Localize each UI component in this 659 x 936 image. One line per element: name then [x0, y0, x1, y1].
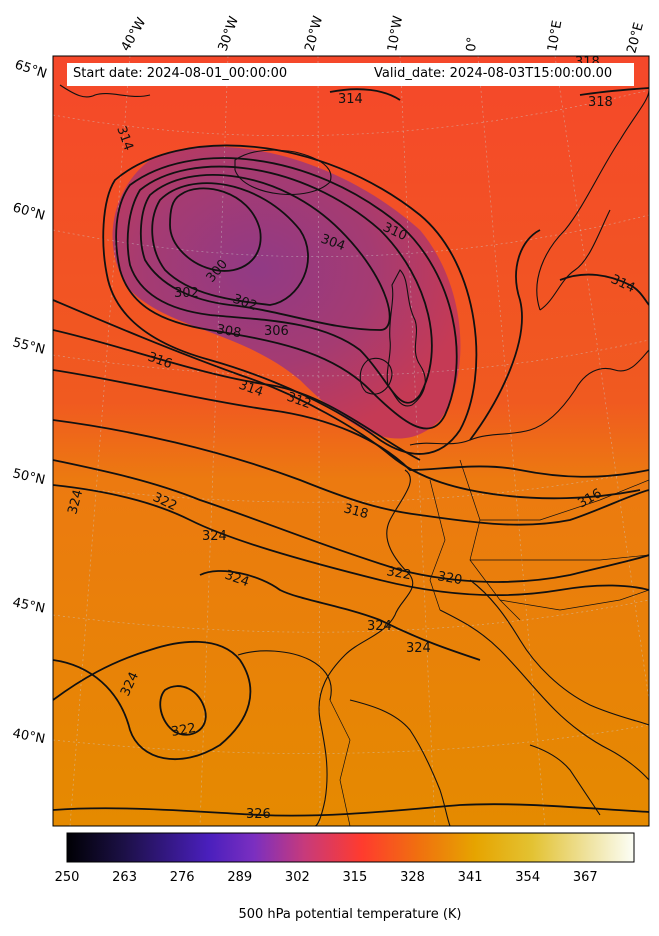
contour-320	[53, 459, 649, 583]
colorbar-tick-label: 263	[112, 870, 137, 885]
contour-304	[140, 173, 391, 331]
iberia-north-coast	[237, 650, 332, 701]
contour-314-east	[559, 273, 649, 306]
longitude-labels: 40°W 30°W 20°W 10°W 0° 10°E 20°E	[118, 14, 646, 55]
contour-322	[53, 484, 649, 597]
colorbar-label: 500 hPa potential temperature (K)	[238, 907, 462, 922]
africa-coast	[529, 744, 601, 816]
contour-326	[53, 803, 649, 817]
lat-label-45n: 45°N	[11, 595, 46, 616]
contour-306	[126, 165, 433, 404]
colorbar-ticks: 250 263 276 289 302 315 328 341 354 367	[0, 870, 659, 890]
valid-date-label: Valid_date: 2024-08-03T15:00:00.00	[374, 66, 613, 81]
contour-label: 302	[174, 286, 199, 301]
contour-308	[115, 157, 458, 430]
adriatic-coast	[469, 579, 649, 726]
lon-label-0: 0°	[464, 36, 480, 52]
north-sea-coast	[409, 349, 649, 446]
colorbar-tick-label: 315	[342, 870, 368, 885]
lat-label-65n: 65°N	[13, 58, 49, 82]
contour-324-south	[53, 640, 252, 761]
lon-label-40w: 40°W	[118, 15, 149, 54]
map-field: 314 314 318 318 310 304 300 302 302 308 …	[53, 56, 649, 826]
coastlines	[59, 84, 649, 826]
contour-label: 306	[264, 324, 289, 339]
contour-label: 324	[202, 529, 227, 544]
contour-label: 308	[215, 322, 242, 341]
france-iberia-coast	[314, 469, 414, 826]
header-box	[67, 63, 634, 86]
contour-label: 318	[342, 501, 370, 522]
contour-316	[53, 299, 641, 500]
map-frame	[52, 55, 650, 827]
contour-label: 322	[385, 564, 412, 583]
contour-label: 322	[170, 721, 197, 740]
country-borders	[329, 459, 649, 826]
contour-300	[169, 187, 262, 272]
lon-label-30w: 30°W	[216, 14, 242, 53]
italy-coast	[439, 609, 649, 781]
colorbar-tick-label: 289	[227, 870, 253, 885]
colorbar-tick-label: 341	[457, 870, 483, 885]
lon-label-10w: 10°W	[385, 15, 406, 53]
contour-314-north	[329, 87, 649, 101]
contour-label: 326	[246, 807, 271, 822]
contour-label: 318	[588, 95, 613, 110]
colorbar-tick-label: 302	[284, 870, 310, 885]
greenland-tip-coast	[59, 84, 151, 98]
contour-label: 314	[338, 92, 363, 107]
lat-label-55n: 55°N	[11, 335, 46, 357]
norway-coast	[536, 89, 649, 311]
contour-322-south	[159, 685, 207, 736]
contour-314	[53, 229, 541, 461]
contour-lines	[53, 87, 649, 817]
lon-label-10e: 10°E	[545, 19, 565, 52]
contour-label: 324	[406, 641, 431, 656]
contour-318	[53, 419, 649, 526]
start-date-label: Start date: 2024-08-01_00:00:00	[73, 66, 288, 81]
latitude-labels: 65°N 60°N 55°N 50°N 45°N 40°N	[11, 58, 49, 748]
contour-label: 324	[65, 488, 86, 516]
colorbar-tick-label: 276	[169, 870, 195, 885]
contour-324	[199, 570, 481, 661]
ireland-coast	[359, 357, 393, 395]
colorbar	[66, 832, 635, 863]
lat-label-40n: 40°N	[11, 726, 46, 747]
colorbar-tick-label: 354	[515, 870, 541, 885]
contour-312	[53, 369, 649, 478]
great-britain-coast	[386, 269, 426, 407]
colorbar-tick-label: 367	[572, 870, 598, 885]
contour-label: 320	[436, 569, 463, 588]
contour-302	[151, 182, 309, 306]
colorbar-tick-label: 250	[54, 870, 80, 885]
contour-label: 324	[367, 619, 392, 634]
western-med-coast	[349, 699, 451, 826]
colorbar-tick-label: 328	[400, 870, 425, 885]
lat-label-50n: 50°N	[11, 466, 46, 488]
lon-label-20w: 20°W	[302, 14, 326, 53]
lat-label-60n: 60°N	[11, 200, 47, 223]
lon-label-20e: 20°E	[624, 21, 647, 55]
